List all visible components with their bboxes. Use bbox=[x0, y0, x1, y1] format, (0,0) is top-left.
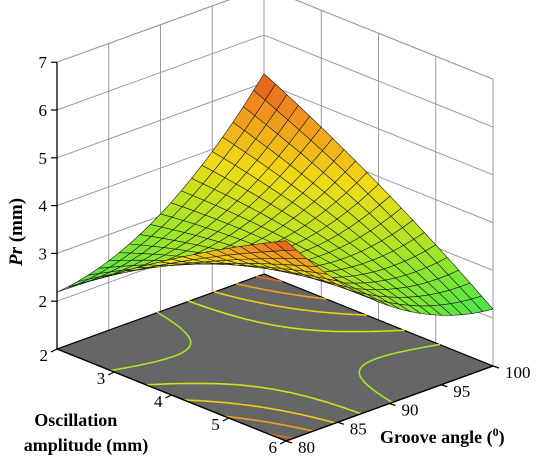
y-tick-mark bbox=[492, 365, 500, 369]
y-axis-label: Groove angle (0) bbox=[380, 425, 505, 448]
y-tick-mark bbox=[441, 384, 448, 388]
response-surface bbox=[56, 73, 494, 316]
contour-line bbox=[183, 291, 367, 424]
x-tick-mark bbox=[107, 371, 115, 376]
x-axis-label-line2: amplitude (mm) bbox=[24, 435, 149, 456]
y-tick-label: 85 bbox=[350, 419, 367, 438]
y-axis-label-text: Groove angle ( bbox=[380, 427, 493, 448]
y-tick-mark bbox=[337, 421, 344, 425]
y-tick-label: 80 bbox=[298, 438, 315, 457]
x-tick-mark bbox=[165, 394, 172, 399]
z-tick-label: 5 bbox=[39, 149, 48, 168]
y-tick-label: 90 bbox=[402, 401, 419, 420]
z-tick-label: 3 bbox=[39, 244, 48, 263]
floor-contours bbox=[109, 275, 441, 440]
x-tick-label: 4 bbox=[154, 392, 163, 411]
x-tick-label: 3 bbox=[97, 369, 106, 388]
x-tick-mark bbox=[279, 440, 287, 445]
x-tick-label: 6 bbox=[269, 438, 278, 457]
z-tick-label: 4 bbox=[39, 197, 48, 216]
z-tick-label: 7 bbox=[39, 53, 48, 72]
gridline-z bbox=[56, 0, 494, 80]
z-tick-label: 2 bbox=[39, 292, 48, 311]
z-axis-label: Pr (mm) bbox=[6, 198, 27, 267]
y-tick-mark bbox=[285, 440, 293, 444]
y-tick-label: 95 bbox=[453, 382, 470, 401]
x-tick-mark bbox=[222, 417, 230, 422]
x-tick-label: 5 bbox=[211, 415, 220, 434]
y-tick-mark bbox=[389, 402, 396, 407]
y-tick-label: 100 bbox=[505, 363, 531, 382]
x-axis-label-line1: Oscillation bbox=[34, 410, 117, 430]
y-axis-label-close: ) bbox=[499, 427, 505, 448]
contour-line bbox=[109, 311, 441, 404]
tick-labels: 2 3 4 5 6 7 2 3 4 5 6 80 85 90 95 100 bbox=[39, 53, 531, 457]
x-tick-label: 2 bbox=[40, 346, 49, 365]
z-axis-label-symbol: Pr bbox=[6, 246, 27, 267]
contour-line bbox=[223, 283, 327, 432]
y-axis-label-superscript: 0 bbox=[493, 425, 499, 439]
z-axis-label-unit: (mm) bbox=[6, 198, 27, 242]
surface-patch bbox=[273, 240, 298, 251]
z-tick-label: 6 bbox=[39, 101, 48, 120]
x-tick-mark bbox=[50, 348, 58, 353]
contour-line bbox=[145, 300, 405, 415]
x-axis-label: Oscillation amplitude (mm) bbox=[24, 410, 149, 456]
